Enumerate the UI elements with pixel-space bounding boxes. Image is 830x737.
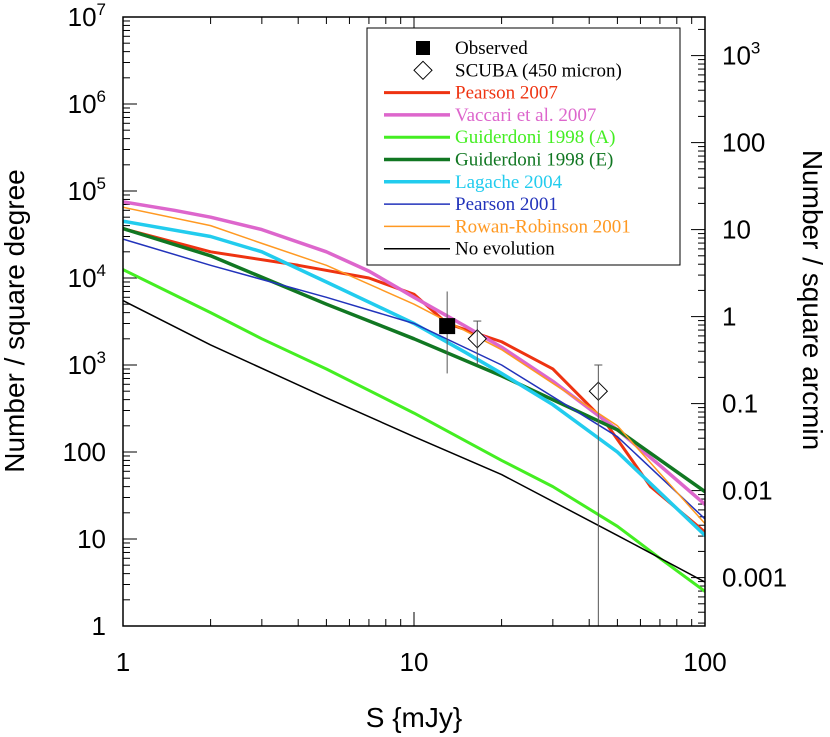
y2-tick-label: 0.01 [722,476,773,506]
y2-tick-label: 10 [722,215,751,245]
y-tick-label: 100 [63,437,106,467]
x-tick-label: 10 [400,647,429,677]
series-layer [123,200,705,593]
markers-layer [439,291,609,626]
series-line-pearson-2007 [123,227,705,534]
y-tick-label: 103 [68,348,106,380]
x-axis-title: S {mJy} [366,702,462,733]
legend-label-rowan-robinson-2001: Rowan-Robinson 2001 [455,216,631,237]
x-tick-label: 100 [683,647,726,677]
legend-label-vaccari-et-al-2007: Vaccari et al. 2007 [455,105,596,126]
y-tick-label: 10 [77,524,106,554]
legend-label-pearson-2007: Pearson 2007 [455,83,558,104]
legend-swatch-observed [416,41,430,55]
legend-label-lagache-2004: Lagache 2004 [455,172,563,193]
y-tick-label: 105 [68,174,106,206]
legend-swatch-scuba-450-micron [413,60,433,81]
y-tick-label: 106 [68,87,106,119]
legend-label-pearson-2001: Pearson 2001 [455,194,558,215]
axis-ticks [122,17,705,627]
legend-label-scuba-450-micron: SCUBA (450 micron) [455,60,622,81]
legend-label-guiderdoni-1998-e: Guiderdoni 1998 (E) [455,150,613,171]
series-line-guiderdoni-1998-e [123,226,705,494]
plot-frame [122,16,706,627]
y-tick-label: 104 [68,261,106,293]
series-line-no-evolution [123,299,705,583]
y-axis-title: Number / square degree [0,169,30,473]
y2-tick-label: 0.1 [722,389,758,419]
y2-tick-label: 100 [722,128,765,158]
y2-tick-label: 103 [722,39,760,71]
legend-label-observed: Observed [455,38,528,59]
y2-tick-label: 1 [722,302,736,332]
series-line-pearson-2001 [123,238,705,520]
tick-labels: 1 10 100 1 10 100 103 104 105 106 107 0.001 0.01 0.1 1… [63,0,787,677]
y-tick-label: 1 [92,611,106,641]
series-line-guiderdoni-1998-a [123,268,705,593]
x-tick-label: 1 [116,647,130,677]
y2-tick-label: 0.001 [722,563,787,593]
legend-label-guiderdoni-1998-a: Guiderdoni 1998 (A) [455,127,615,148]
series-line-lagache-2004 [123,219,705,538]
legend-label-no-evolution: No evolution [455,239,555,260]
observed-point [439,318,456,335]
right-y-axis-title: Number / square arcmin [797,150,828,450]
y-tick-label: 107 [68,0,106,32]
